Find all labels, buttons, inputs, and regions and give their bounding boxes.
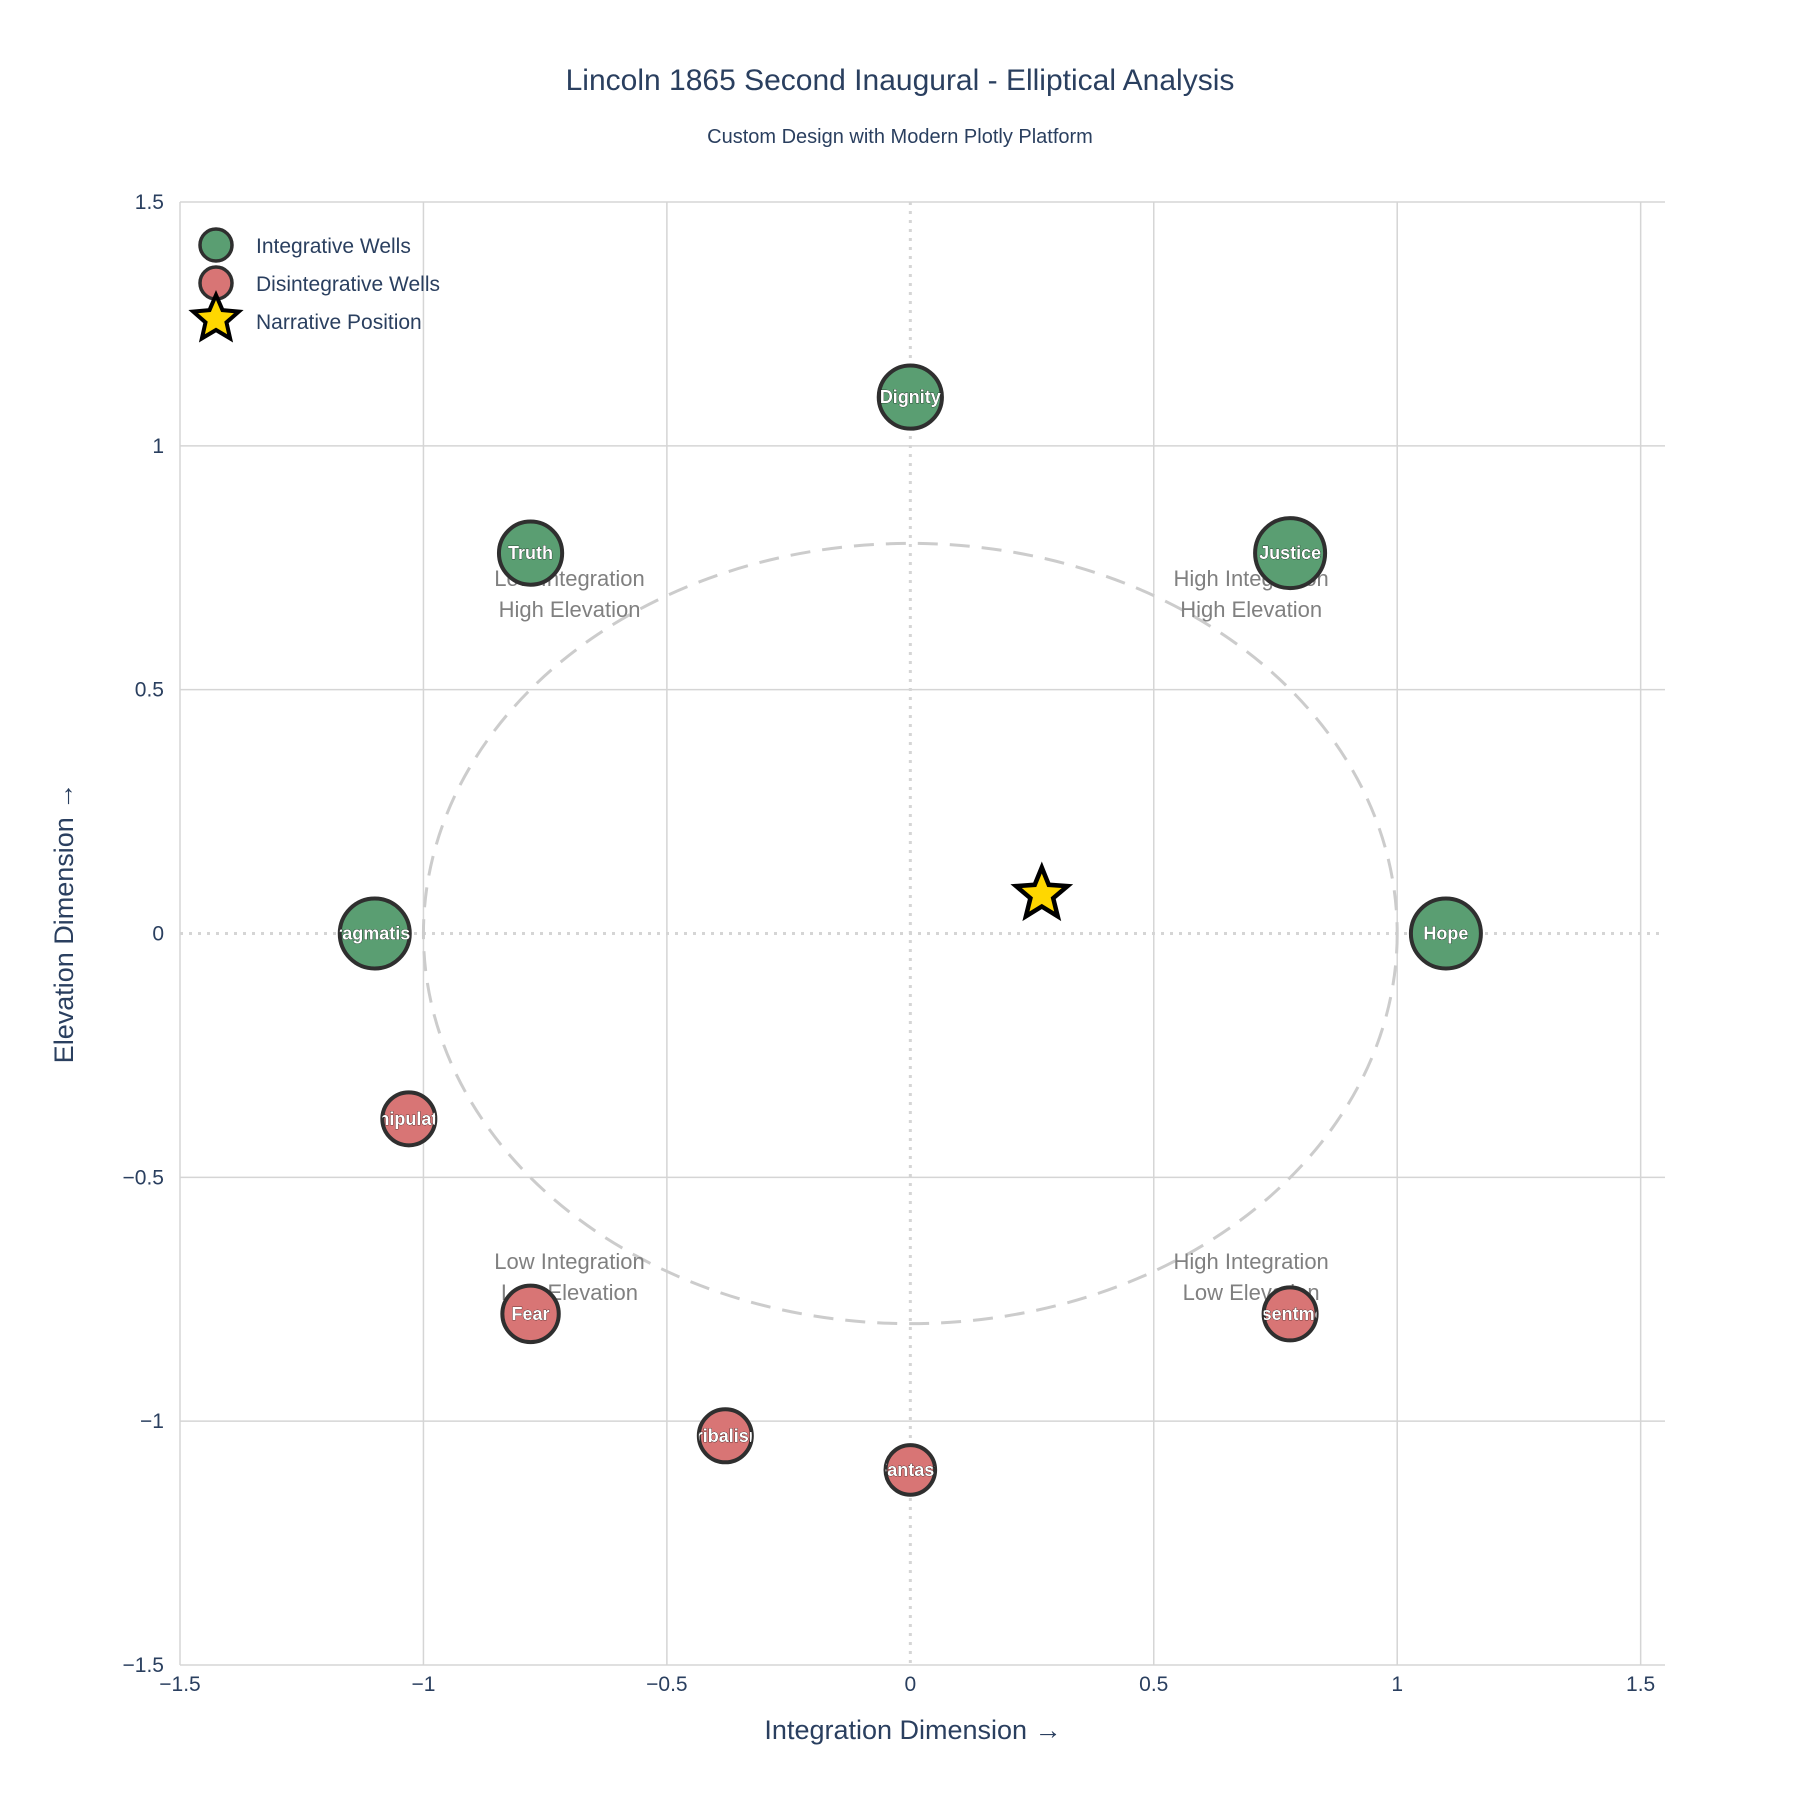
quadrant-label-line: Low Integration [494, 1249, 644, 1274]
well-marker[interactable] [876, 363, 944, 431]
y-tick-label: −1 [140, 1410, 164, 1433]
well-marker[interactable] [883, 1443, 938, 1497]
well-marker[interactable] [696, 1407, 754, 1465]
integrative-well[interactable]: Pragmatism [323, 896, 426, 971]
quadrant-annotations: High Integration High Elevation Low Integr… [494, 566, 1329, 1305]
legend-label[interactable]: Disintegrative Wells [256, 273, 440, 296]
reference-ellipse [421, 541, 1399, 1326]
well-marker[interactable] [496, 519, 565, 587]
quadrant-label-line: High Elevation [1180, 597, 1322, 622]
well-marker[interactable] [380, 1090, 438, 1148]
disintegrative-well[interactable]: Resentment [1239, 1285, 1342, 1343]
axis-ticks: −1.5 −1 −0.5 0 0.5 1 1.5 −1.5 −1 −0.5 0 0.5 1 1.5 [123, 191, 1656, 1696]
chart-title: Lincoln 1865 Second Inaugural - Elliptic… [566, 64, 1235, 97]
well-label: Fantasy [876, 1460, 944, 1480]
disintegrative-well[interactable]: Manipulation [353, 1090, 464, 1148]
well-label: Truth [508, 543, 553, 563]
well-marker[interactable] [1261, 1285, 1319, 1343]
legend-label[interactable]: Narrative Position [256, 311, 422, 334]
legend[interactable]: Integrative Wells Disintegrative Wells Nar… [188, 227, 440, 343]
x-tick-label: 0.5 [1139, 1673, 1168, 1696]
well-label: Dignity [880, 387, 941, 407]
well-marker[interactable] [337, 896, 412, 971]
data-markers: Dignity Truth Justice Hope Pragmatism Manipul… [323, 363, 1483, 1497]
y-tick-label: −0.5 [123, 1166, 164, 1189]
y-tick-label: 0.5 [135, 679, 164, 702]
disintegrative-well[interactable]: Fantasy [876, 1443, 944, 1497]
integrative-well[interactable]: Dignity [876, 363, 944, 431]
well-label: Resentment [1239, 1304, 1342, 1324]
well-label: Fear [512, 1304, 550, 1324]
well-label: Justice [1259, 543, 1321, 563]
well-label: Tribalism [686, 1426, 765, 1446]
legend-label[interactable]: Integrative Wells [256, 235, 411, 258]
integrative-well[interactable]: Justice [1253, 516, 1328, 591]
y-tick-label: 0 [152, 923, 164, 946]
well-label: Hope [1423, 924, 1468, 944]
y-tick-label: −1.5 [123, 1654, 164, 1677]
zero-lines [180, 202, 1665, 1665]
well-marker[interactable] [1408, 896, 1483, 971]
quadrant-label-line: High Integration [1173, 1249, 1328, 1274]
narrative-position-star[interactable] [1010, 861, 1074, 922]
x-tick-label: −1.5 [159, 1673, 200, 1696]
x-tick-label: −0.5 [646, 1673, 687, 1696]
disintegrative-well[interactable]: Fear [500, 1283, 561, 1345]
quadrant-label-line: High Elevation [499, 597, 641, 622]
x-axis-title: Integration Dimension → [764, 1715, 1061, 1745]
x-tick-label: 0 [904, 1673, 916, 1696]
x-tick-label: 1.5 [1626, 1673, 1655, 1696]
well-label: Manipulation [353, 1109, 464, 1129]
y-tick-label: 1.5 [135, 191, 164, 214]
integrative-well[interactable]: Truth [496, 519, 565, 587]
x-tick-label: −1 [411, 1673, 435, 1696]
well-label: Pragmatism [323, 924, 426, 944]
legend-marker-integrative [198, 227, 234, 263]
well-marker[interactable] [500, 1283, 561, 1345]
well-marker[interactable] [1253, 516, 1328, 591]
y-axis-title: Elevation Dimension → [49, 783, 79, 1064]
chart-subtitle: Custom Design with Modern Plotly Platfor… [707, 126, 1093, 148]
legend-marker-star-icon [188, 289, 244, 343]
disintegrative-well[interactable]: Tribalism [686, 1407, 765, 1465]
x-tick-label: 1 [1391, 1673, 1403, 1696]
reference-ellipse-layer [421, 541, 1399, 1326]
y-tick-label: 1 [152, 435, 164, 458]
integrative-well[interactable]: Hope [1408, 896, 1483, 971]
